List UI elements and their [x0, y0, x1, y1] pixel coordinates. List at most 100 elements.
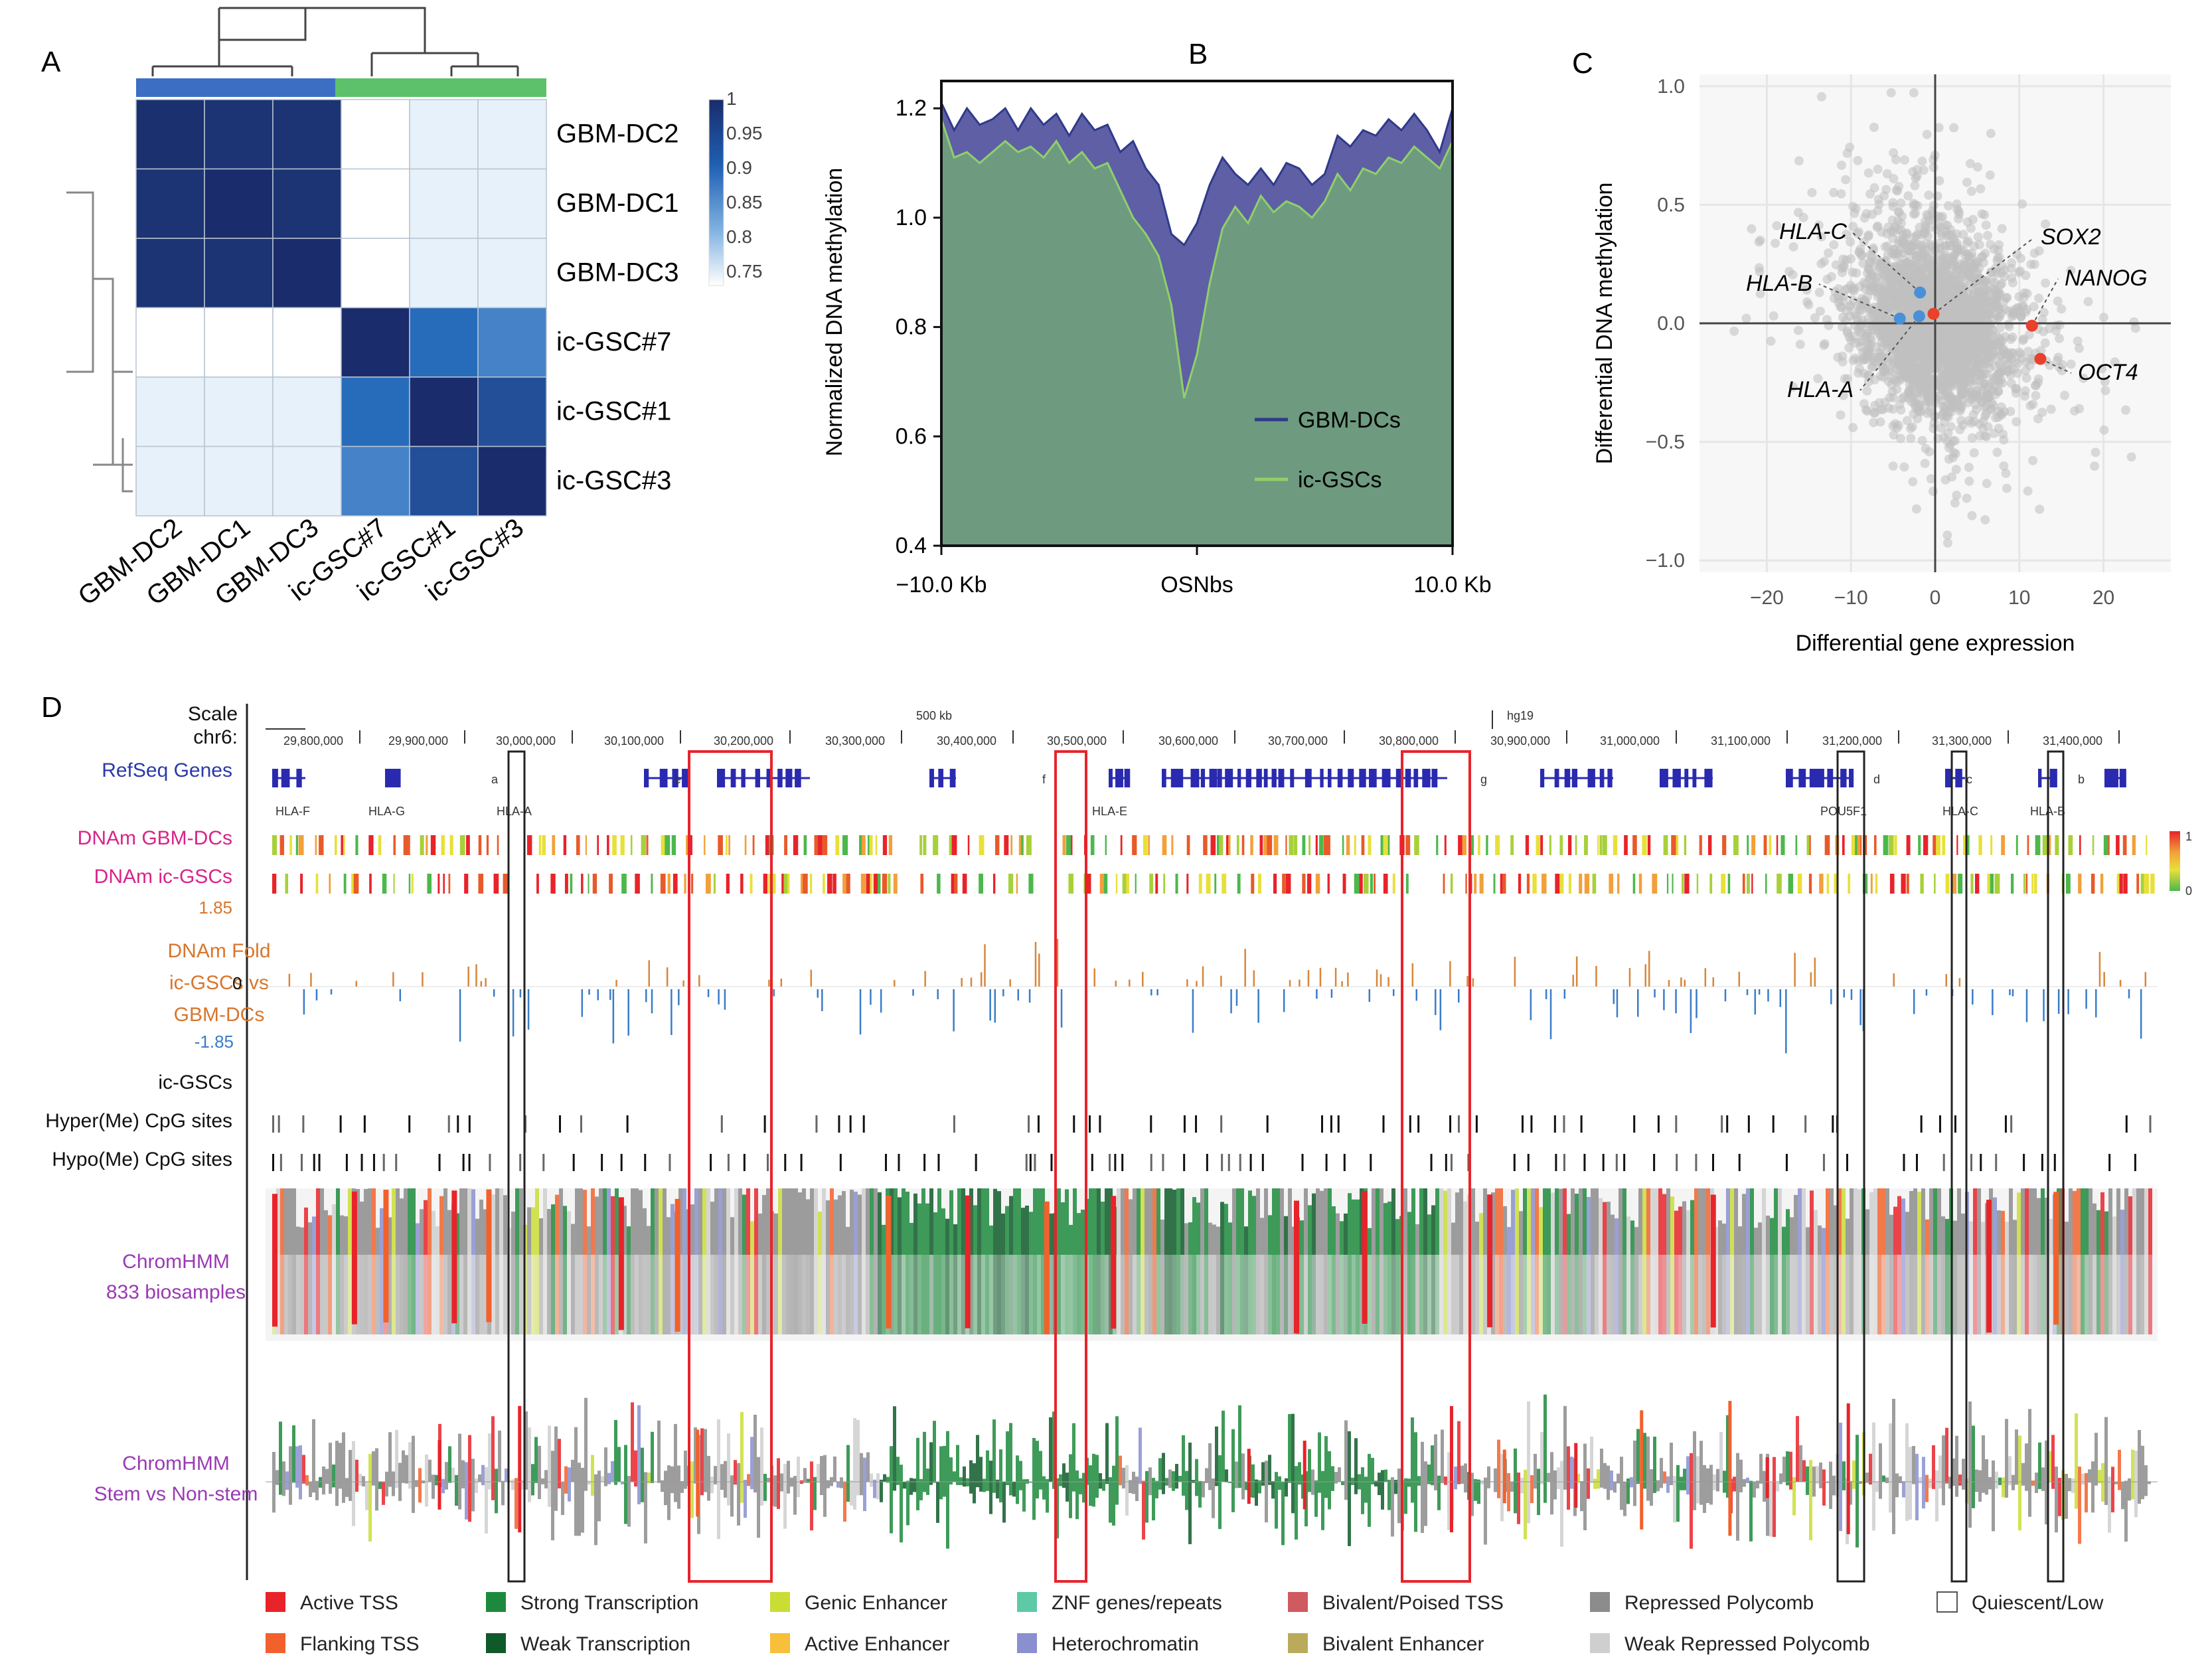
y-tick-label: 0.6 — [896, 424, 927, 449]
assembly-label: hg19 — [1507, 709, 1534, 722]
gene-name-label: HLA-G — [368, 805, 405, 818]
colorbar-tick: 0.75 — [726, 261, 763, 281]
gene-name-label: HLA-E — [1092, 805, 1127, 818]
fold-axis-bottom: -1.85 — [195, 1032, 234, 1052]
legend-label: ic-GSCs — [1298, 467, 1382, 493]
coordinate-label: 30,400,000 — [937, 734, 996, 748]
heatmap-cell — [135, 307, 205, 378]
track-label-dnam-gsc: DNAm ic-GSCs — [94, 866, 232, 888]
x-tick-label: 20 — [2093, 587, 2114, 609]
heatmap-cell — [272, 168, 342, 239]
heatmap-row-label: ic-GSC#1 — [556, 396, 671, 426]
gene-label: HLA-C — [1779, 219, 1847, 244]
heatmap-cell — [409, 238, 479, 309]
region-letter: f — [1042, 773, 1046, 786]
coordinate-label: 30,300,000 — [825, 734, 885, 748]
coordinate-label: 31,000,000 — [1600, 734, 1660, 748]
panel-label-a: A — [41, 46, 61, 78]
coordinate-label: 30,100,000 — [604, 734, 664, 748]
heatmap-cell — [204, 376, 274, 447]
heatmap-cell — [477, 168, 547, 239]
column-dendrogram — [151, 7, 519, 76]
scale-bar-label: 500 kb — [916, 709, 952, 722]
legend-swatch — [1017, 1592, 1037, 1612]
colorbar-tick: 1 — [2185, 830, 2192, 843]
y-tick-label: 0.5 — [1657, 194, 1685, 216]
heatmap-row-label: ic-GSC#3 — [556, 466, 671, 495]
colorbar — [708, 99, 724, 286]
coordinate-label: 31,200,000 — [1822, 734, 1882, 748]
track-label-hypo: Hypo(Me) CpG sites — [52, 1149, 232, 1170]
y-axis-label: Differential DNA methylation — [1592, 183, 1617, 465]
legend-swatch — [1936, 1591, 1958, 1613]
track-label-icgsc: ic-GSCs — [158, 1072, 232, 1093]
gene-label: NANOG — [2065, 266, 2148, 291]
panel-label-b: B — [1188, 38, 1208, 70]
y-tick-label: 0.4 — [896, 533, 927, 558]
heatmap-cell — [135, 445, 205, 517]
track-label-chromhmm: ChromHMM — [122, 1251, 230, 1273]
legend-swatch — [770, 1592, 790, 1612]
legend-label: Heterochromatin — [1052, 1633, 1199, 1655]
heatmap-cell — [409, 445, 479, 517]
heatmap-cell — [204, 168, 274, 239]
heatmap-cell — [477, 99, 547, 170]
highlight-point — [1913, 310, 1925, 323]
legend-swatch — [1288, 1592, 1308, 1612]
heatmap-cell — [272, 238, 342, 309]
legend-swatch — [266, 1592, 285, 1612]
series-area-ic-gscs — [940, 119, 1454, 547]
colorbar-tick: 0 — [2185, 884, 2192, 898]
highlight-box-red — [1054, 750, 1087, 1583]
heatmap-cell — [477, 238, 547, 309]
heatmap-row-label: GBM-DC3 — [556, 258, 678, 287]
panel-label-c: C — [1572, 47, 1593, 80]
heatmap-cell — [135, 238, 205, 309]
fold-axis-top: 1.85 — [198, 898, 232, 918]
legend-swatch — [266, 1633, 285, 1653]
row-dendrogram — [66, 191, 133, 493]
region-letter: g — [1480, 773, 1487, 786]
coordinate-label: 31,400,000 — [2043, 734, 2102, 748]
coordinate-label: 31,300,000 — [1932, 734, 1992, 748]
y-tick-label: 1.0 — [896, 205, 927, 230]
heatmap-cell — [341, 168, 410, 239]
track-label-chromhmm: ChromHMM — [122, 1453, 230, 1475]
panel-c-scatter: C −20 −10 0 10 20 1.0 0.5 0.0 −0.5 −1.0 Differenti… — [1572, 47, 2171, 656]
legend-swatch — [1590, 1592, 1610, 1612]
heatmap-row-label: ic-GSC#7 — [556, 327, 671, 357]
y-axis-label: Normalized DNA methylation — [822, 168, 847, 457]
highlight-box — [1836, 750, 1865, 1583]
track-label-dnam-gbm: DNAm GBM-DCs — [78, 827, 232, 849]
legend-label: Active TSS — [300, 1592, 398, 1614]
y-tick-label: 0.8 — [896, 315, 927, 340]
track-label-fold: GBM-DCs — [174, 1004, 265, 1026]
coordinate-label: 30,200,000 — [714, 734, 773, 748]
heatmap-cell — [135, 99, 205, 170]
heatmap-cell — [272, 307, 342, 378]
y-tick-label: 0.0 — [1657, 313, 1685, 335]
track-label-fold: DNAm Fold — [167, 940, 270, 962]
coordinate-label: 30,500,000 — [1047, 734, 1107, 748]
y-tick-label: −1.0 — [1646, 550, 1685, 572]
legend-swatch — [1017, 1633, 1037, 1653]
heatmap-cell — [135, 168, 205, 239]
gene-label: OCT4 — [2078, 360, 2138, 385]
region-letter: a — [491, 773, 499, 786]
colorbar-tick: 0.9 — [726, 157, 752, 178]
x-tick-label: 0 — [1930, 587, 1941, 609]
heatmap-cell — [341, 307, 410, 378]
legend-swatch — [1590, 1633, 1610, 1653]
heatmap-cell — [477, 376, 547, 447]
colorbar-tick: 0.95 — [726, 123, 763, 143]
heatmap-cell — [477, 307, 547, 378]
region-letter: b — [2078, 773, 2085, 786]
coordinate-label: 30,000,000 — [496, 734, 556, 748]
legend-label: Active Enhancer — [805, 1633, 949, 1655]
gene-label: SOX2 — [2041, 224, 2101, 250]
coordinate-label: 30,600,000 — [1158, 734, 1218, 748]
panel-b-area-chart: B 1.2 1.0 0.8 0.6 0.4 −10.0 Kb OSNbs 10.0 Kb Nor… — [822, 38, 1492, 598]
highlight-box — [1950, 750, 1968, 1583]
highlight-box-red — [1401, 750, 1471, 1583]
